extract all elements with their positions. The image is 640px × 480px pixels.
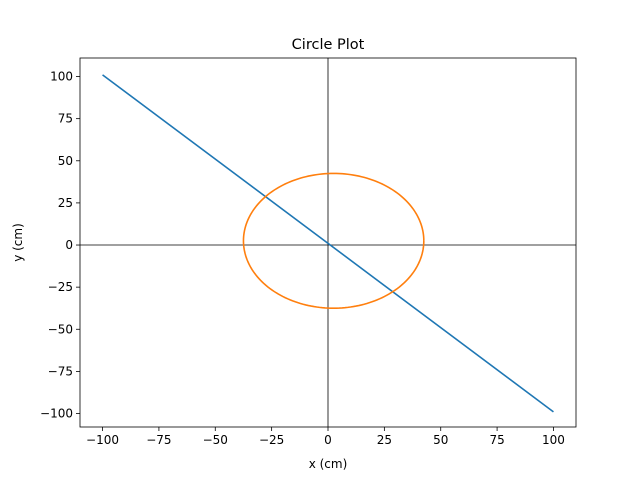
y-tick-label: −50 [48,322,73,336]
x-tick-label: 25 [377,433,392,447]
y-tick-label: 100 [50,70,73,84]
y-tick-label: −75 [48,364,73,378]
x-axis-ticks: −100 −75 −50 −25 0 25 50 75 100 [86,427,565,447]
y-axis-label: y (cm) [11,223,25,262]
x-tick-label: 50 [433,433,448,447]
x-tick-label: 75 [489,433,504,447]
x-tick-label: −50 [203,433,228,447]
y-tick-label: 25 [58,196,73,210]
x-axis-label: x (cm) [309,457,348,471]
y-tick-label: 0 [65,238,73,252]
chart-title: Circle Plot [292,37,365,53]
x-tick-label: −100 [86,433,119,447]
y-axis-ticks: −100 −75 −50 −25 0 25 50 75 100 [40,70,80,421]
y-tick-label: 75 [58,112,73,126]
y-tick-label: −100 [40,407,73,421]
y-tick-label: −25 [48,280,73,294]
x-tick-label: 0 [324,433,332,447]
x-tick-label: −25 [259,433,284,447]
y-tick-label: 50 [58,154,73,168]
x-tick-label: 100 [542,433,565,447]
series-line-0 [102,74,554,413]
series-circle-1 [242,172,425,310]
x-tick-label: −75 [146,433,171,447]
